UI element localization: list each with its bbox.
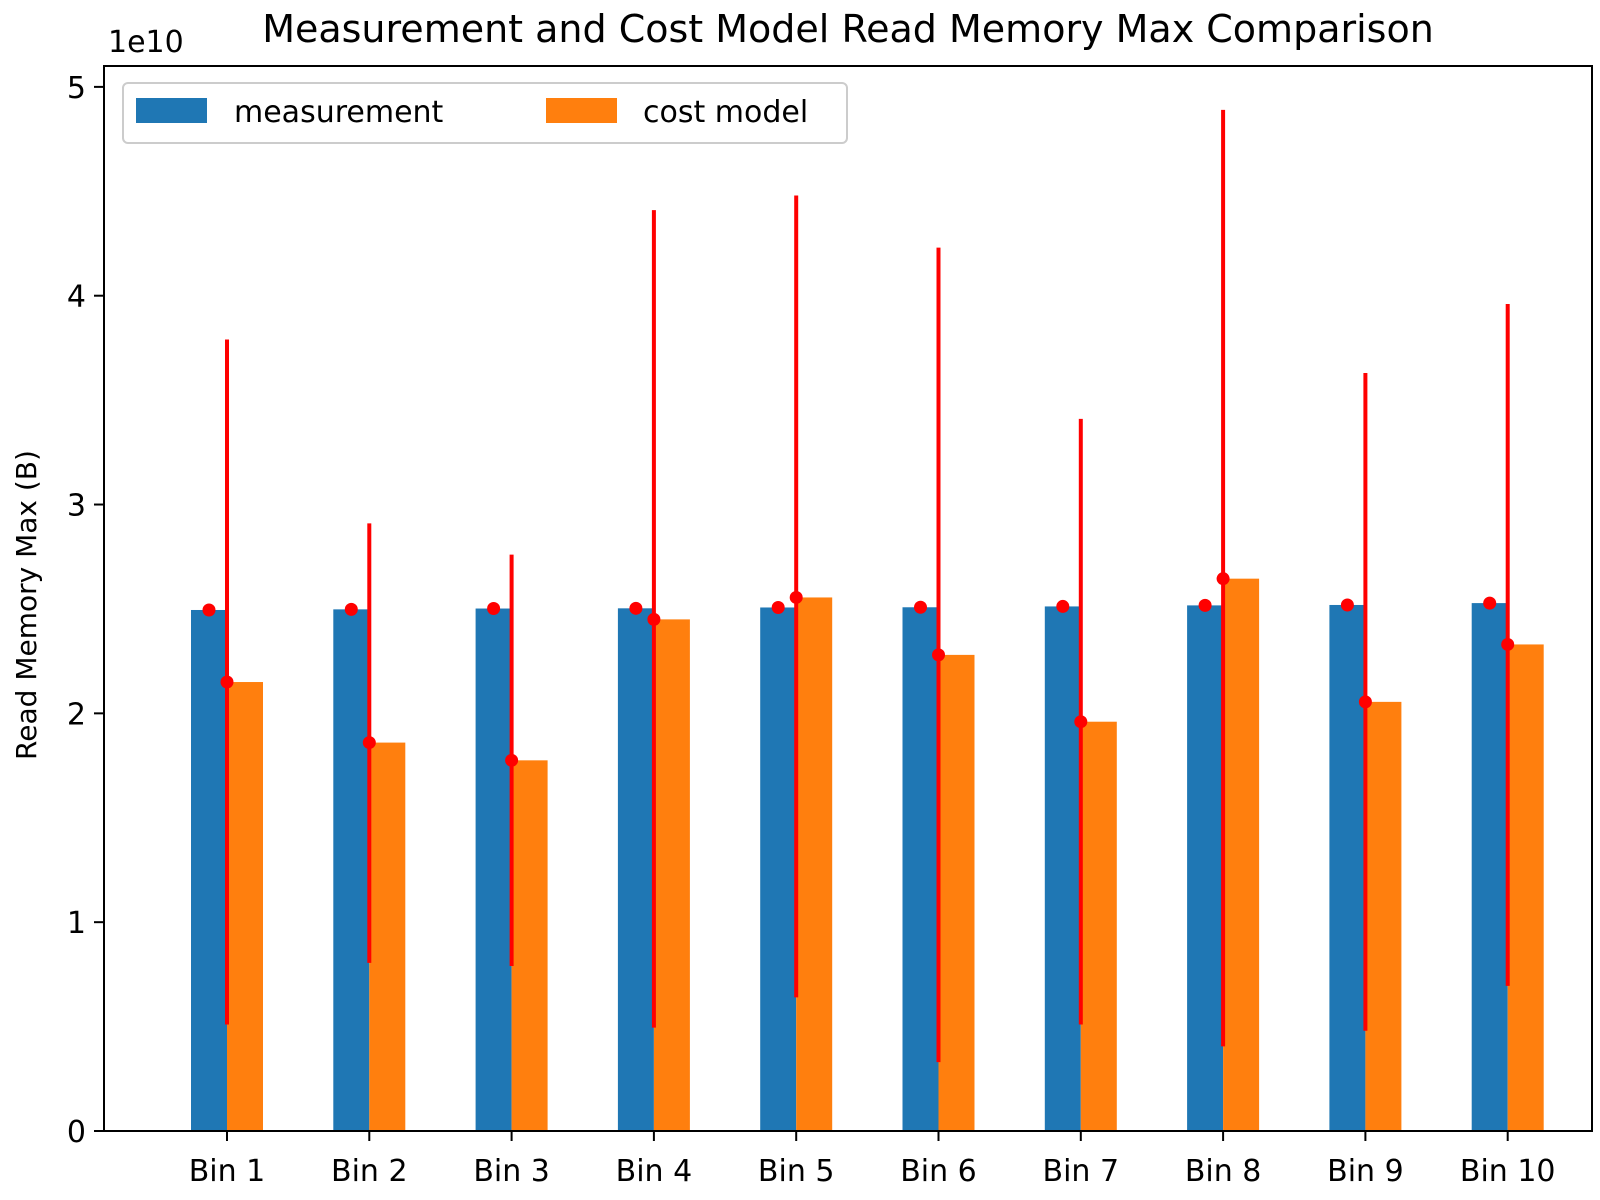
measurement-bar bbox=[475, 608, 512, 1131]
y-tick-label: 3 bbox=[67, 489, 86, 524]
cost-model-marker bbox=[932, 648, 945, 662]
measurement-marker bbox=[914, 600, 927, 614]
cost-model-bar bbox=[653, 619, 690, 1131]
measurement-bar bbox=[902, 607, 939, 1131]
measurement-marker bbox=[1056, 599, 1070, 613]
legend-label-measurement: measurement bbox=[234, 95, 444, 130]
measurement-marker bbox=[344, 602, 358, 616]
chart-title: Measurement and Cost Model Read Memory M… bbox=[262, 7, 1434, 51]
cost-model-bar bbox=[1365, 701, 1402, 1131]
legend-swatch-measurement bbox=[136, 98, 207, 123]
cost-model-bar bbox=[1507, 644, 1544, 1131]
measurement-marker bbox=[1198, 598, 1212, 612]
x-tick-label: Bin 3 bbox=[473, 1154, 550, 1189]
measurement-marker bbox=[771, 600, 785, 614]
measurement-bar bbox=[333, 609, 370, 1131]
y-tick-label: 4 bbox=[67, 280, 86, 315]
cost-model-marker bbox=[647, 612, 661, 626]
x-tick-label: Bin 9 bbox=[1327, 1154, 1404, 1189]
measurement-bar bbox=[1471, 603, 1508, 1131]
cost-model-marker bbox=[1216, 572, 1230, 586]
axes-frame bbox=[103, 65, 1593, 1132]
legend-swatch-cost-model bbox=[546, 98, 617, 123]
x-tick-label: Bin 6 bbox=[900, 1154, 977, 1189]
cost-model-bar bbox=[1080, 721, 1117, 1131]
cost-model-bar bbox=[1223, 578, 1260, 1131]
cost-model-bar bbox=[369, 742, 406, 1131]
x-tick-label: Bin 4 bbox=[616, 1154, 693, 1189]
y-axis-label: Read Memory Max (B) bbox=[10, 450, 43, 760]
cost-model-marker bbox=[505, 753, 519, 767]
plot-area: 0 1 2 3 4 5 Bin 1 Bin 2 Bin 3 Bin 4 Bin 5 Bin 6 Bin … bbox=[67, 65, 1593, 1189]
cost-model-marker bbox=[789, 590, 803, 604]
legend-box bbox=[122, 82, 848, 144]
cost-model-marker bbox=[1501, 637, 1515, 651]
cost-model-bar bbox=[938, 654, 975, 1131]
cost-model-bar bbox=[511, 760, 548, 1131]
y-tick-label: 1 bbox=[67, 906, 86, 941]
measurement-marker bbox=[202, 603, 216, 617]
x-tick-label: Bin 7 bbox=[1043, 1154, 1120, 1189]
cost-model-marker bbox=[1358, 695, 1372, 709]
cost-model-marker bbox=[1074, 715, 1088, 729]
measurement-bar bbox=[1187, 605, 1224, 1131]
measurement-bar bbox=[191, 609, 227, 1131]
y-tick-label: 0 bbox=[67, 1115, 86, 1150]
x-tick-label: Bin 1 bbox=[189, 1154, 266, 1189]
legend-label-cost-model: cost model bbox=[643, 95, 808, 130]
measurement-bar bbox=[1044, 606, 1081, 1131]
cost-model-bar bbox=[796, 597, 833, 1131]
x-tick-label: Bin 2 bbox=[331, 1154, 408, 1189]
cost-model-marker bbox=[362, 736, 376, 750]
measurement-bar bbox=[1329, 604, 1366, 1131]
measurement-bar bbox=[760, 607, 797, 1131]
measurement-marker bbox=[1340, 598, 1354, 612]
x-tick-label: Bin 5 bbox=[758, 1154, 835, 1189]
measurement-marker bbox=[487, 602, 501, 616]
measurement-marker bbox=[1483, 596, 1497, 610]
cost-model-bar bbox=[227, 682, 263, 1131]
y-axis-offset-label: 1e10 bbox=[108, 25, 184, 60]
legend: measurement cost model bbox=[122, 82, 848, 144]
x-tick-label: Bin 8 bbox=[1185, 1154, 1262, 1189]
x-tick-label: Bin 10 bbox=[1460, 1154, 1556, 1189]
y-tick-label: 2 bbox=[67, 697, 86, 732]
y-tick-label: 5 bbox=[67, 71, 86, 106]
cost-model-marker bbox=[220, 675, 234, 689]
measurement-marker bbox=[629, 601, 643, 615]
measurement-bar bbox=[617, 608, 654, 1131]
